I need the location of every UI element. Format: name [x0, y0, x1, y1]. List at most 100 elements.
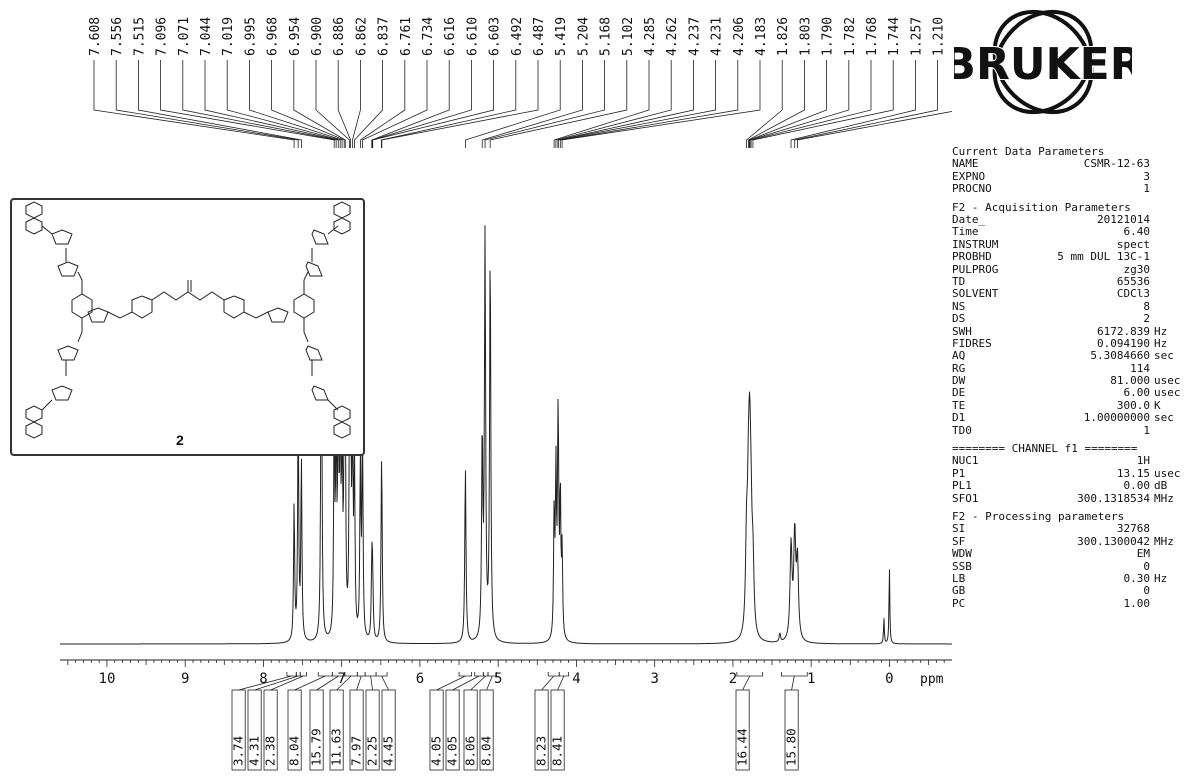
compound-number: 2: [176, 432, 184, 448]
param-key: NAME: [952, 157, 979, 171]
param-unit: Hz: [1154, 571, 1168, 585]
param-key: SF: [952, 534, 966, 548]
bruker-logo: BRUKER: [954, 9, 1132, 115]
peak-label: 4.237: [687, 17, 702, 56]
integral-bracket: [356, 672, 366, 691]
param-row: PULPROG zg30: [952, 262, 1188, 276]
param-key: PC: [952, 596, 966, 610]
peak-label: 6.734: [421, 17, 436, 56]
peak-label-leader: [160, 60, 335, 148]
integral-box: [329, 689, 344, 771]
peak-label: 7.608: [88, 17, 103, 56]
peak-label-leader: [381, 60, 539, 148]
param-key: PULPROG: [952, 262, 999, 276]
param-row: PROBHD 5 mm DUL 13C-1: [952, 250, 1188, 263]
param-key: SSB: [952, 559, 972, 573]
peak-label-leader: [138, 60, 302, 148]
param-value: 300.0: [1116, 398, 1150, 412]
param-value: 8: [1143, 299, 1150, 313]
peak-label-leader: [93, 60, 295, 148]
param-key: EXPNO: [952, 169, 986, 183]
peak-label-leader: [747, 60, 805, 148]
param-row: SI 32768: [952, 522, 1188, 535]
peak-label: 4.206: [732, 17, 747, 56]
param-unit: Hz: [1154, 324, 1168, 338]
peak-label-leader: [794, 60, 938, 148]
peak-label: 7.515: [132, 17, 147, 56]
param-row: NS 8: [952, 299, 1188, 313]
x-tick-label: 2: [729, 671, 737, 687]
param-key: SOLVENT: [952, 287, 999, 301]
peak-label-leader: [748, 60, 827, 148]
param-key: NUC1: [952, 454, 979, 468]
integral-bracket: [736, 672, 764, 691]
x-tick-label: 3: [650, 671, 658, 687]
peak-label-leader: [489, 60, 628, 148]
param-value: EM: [1136, 547, 1150, 561]
param-value: 3: [1143, 169, 1150, 183]
param-value: 0.00: [1123, 479, 1151, 493]
integral-bracket: [375, 672, 389, 691]
integral-value: 8.04: [479, 736, 494, 766]
param-value: 1: [1143, 182, 1150, 196]
integral-value: 8.04: [287, 736, 302, 766]
x-tick-label: 4: [572, 671, 580, 687]
peak-label: 7.019: [221, 17, 236, 56]
integral-box: [784, 689, 799, 771]
peak-label-leader: [226, 60, 341, 148]
param-row: INSTRUM spect: [952, 237, 1188, 251]
param-value: 300.1300042: [1077, 534, 1150, 548]
integral-box: [309, 689, 324, 771]
integral-box: [429, 689, 444, 771]
peak-label-leader: [557, 60, 694, 148]
integral-bracket: [486, 672, 498, 691]
param-key: DS: [952, 312, 966, 326]
peak-label: 5.419: [554, 17, 569, 56]
integral-value: 16.44: [735, 728, 750, 766]
peak-label: 6.616: [443, 17, 458, 56]
integral-box: [287, 689, 302, 771]
param-value: 13.15: [1116, 466, 1150, 480]
param-unit: sec: [1154, 411, 1174, 425]
param-row: GB 0: [952, 584, 1188, 598]
param-value: 20121014: [1097, 212, 1150, 226]
param-row: SOLVENT CDCl3: [952, 287, 1188, 301]
param-key: INSTRUM: [952, 237, 999, 251]
peak-label: 6.837: [377, 17, 392, 56]
param-row: LB 0.30 Hz: [952, 571, 1188, 585]
param-unit: usec: [1154, 466, 1181, 480]
peak-label: 6.954: [288, 17, 303, 56]
peak-label-leader: [557, 60, 716, 148]
param-key: Time: [952, 225, 979, 239]
param-value: 6.00: [1123, 386, 1151, 400]
param-unit: usec: [1154, 374, 1181, 388]
param-unit: MHz: [1154, 491, 1174, 505]
param-key: LB: [952, 571, 966, 585]
param-unit: Hz: [1154, 336, 1168, 350]
peak-label-leader: [362, 60, 428, 148]
peak-label-leader: [555, 60, 672, 148]
integral-box: [550, 689, 565, 771]
param-key: PL1: [952, 479, 972, 493]
x-tick-label: 6: [416, 671, 424, 687]
param-key: DW: [952, 374, 966, 388]
param-key: D1: [952, 411, 966, 425]
peak-label-leader: [354, 60, 383, 148]
param-key: WDW: [952, 547, 972, 561]
param-key: SWH: [952, 324, 972, 338]
param-unit: usec: [1154, 386, 1181, 400]
peak-label-leader: [359, 60, 406, 148]
param-row: SWH 6172.839 Hz: [952, 324, 1188, 338]
param-value: 0: [1143, 584, 1150, 598]
peak-label-leader: [182, 60, 337, 148]
peak-label: 1.803: [798, 17, 813, 56]
param-value: 5.3084660: [1090, 349, 1150, 363]
peak-label-leader: [790, 60, 916, 148]
peak-label-leader: [352, 60, 361, 148]
peak-label: 7.096: [155, 17, 170, 56]
peak-label-leader: [553, 60, 650, 148]
param-value: 0: [1143, 559, 1150, 573]
integral-box: [445, 689, 460, 771]
peak-label: 4.231: [710, 17, 725, 56]
